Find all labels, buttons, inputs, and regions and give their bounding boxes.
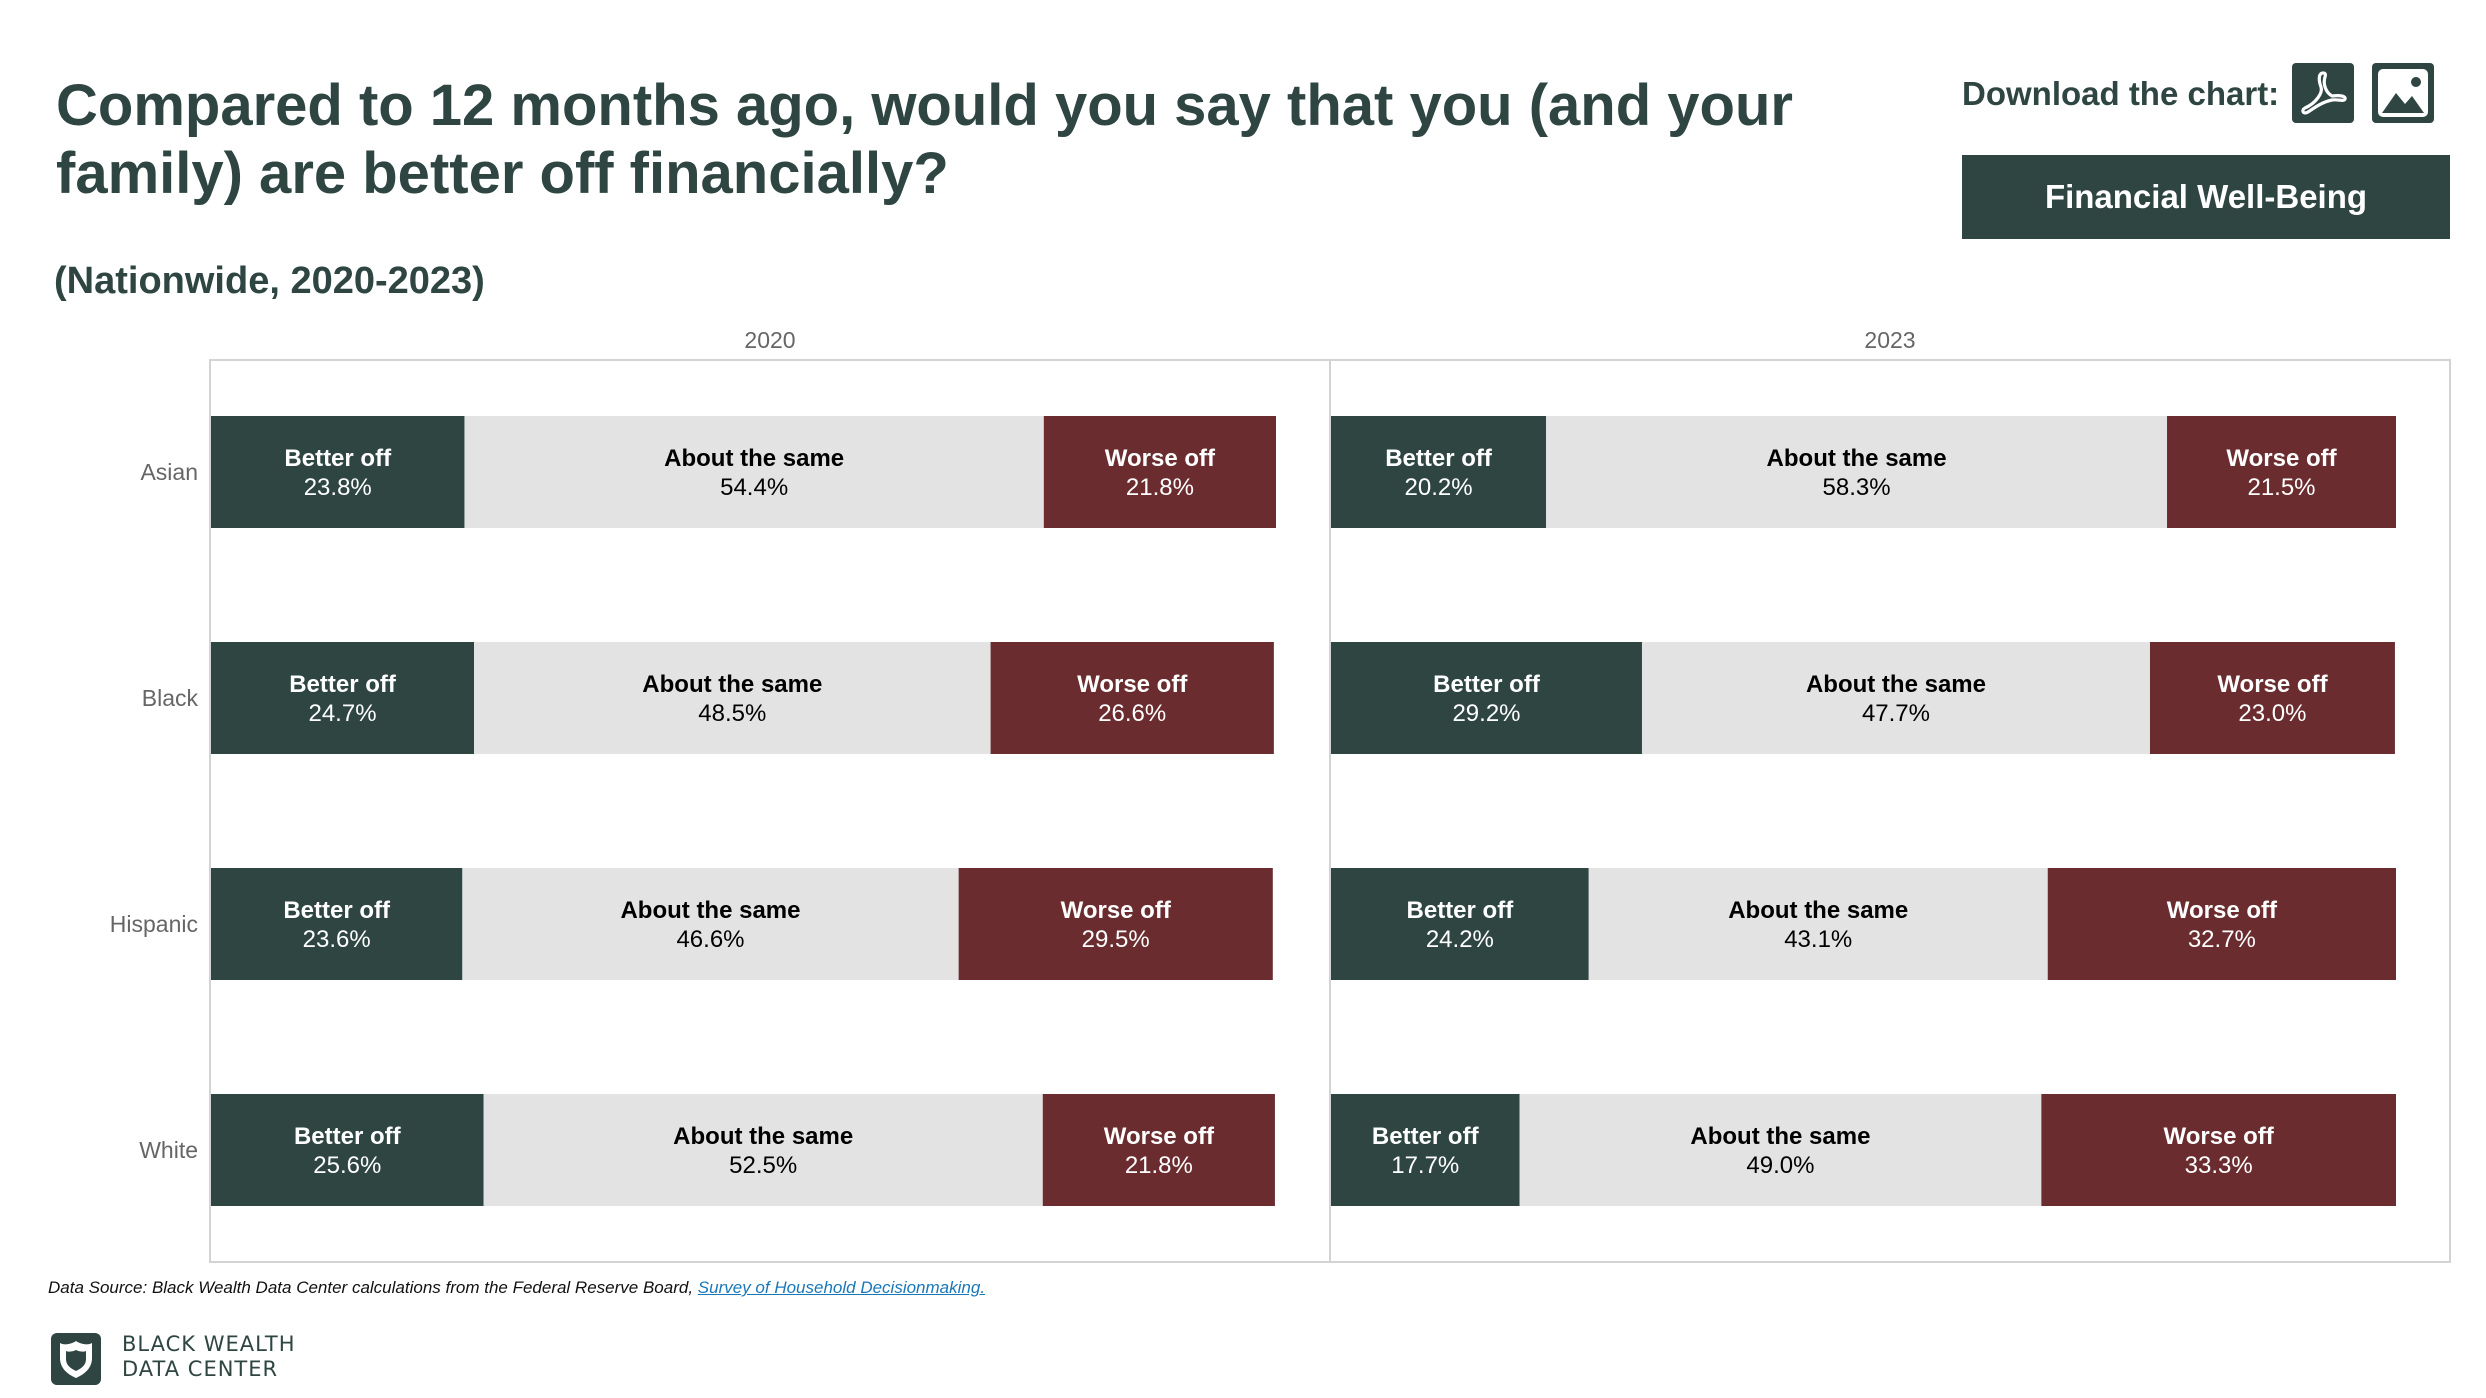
bar-label-2023-asian-about-the-same: About the same [1767, 445, 1947, 472]
bar-value-2020-asian-about-the-same: 54.4% [720, 474, 788, 501]
image-icon [2378, 69, 2428, 117]
bar-2020-white-worse-off [1042, 1094, 1275, 1206]
page-subtitle: (Nationwide, 2020-2023) [54, 260, 485, 302]
download-image-button[interactable] [2372, 63, 2434, 123]
bar-2023-black-better-off [1331, 642, 1642, 754]
logo-line-1: BLACK WEALTH [122, 1332, 296, 1356]
bar-value-2020-white-worse-off: 21.8% [1125, 1152, 1193, 1179]
bar-value-2020-white-about-the-same: 52.5% [729, 1152, 797, 1179]
bar-2023-hispanic-about-the-same [1588, 868, 2048, 980]
bar-label-2020-white-worse-off: Worse off [1104, 1123, 1215, 1150]
panel-title-2023: 2023 [1864, 327, 1915, 353]
bar-label-2023-white-worse-off: Worse off [2164, 1123, 2275, 1150]
bar-label-2020-hispanic-worse-off: Worse off [1061, 897, 1172, 924]
bar-label-2020-white-better-off: Better off [294, 1123, 402, 1150]
bar-label-2020-hispanic-better-off: Better off [283, 897, 391, 924]
logo-line-2: DATA CENTER [122, 1357, 279, 1381]
bar-value-2020-asian-worse-off: 21.8% [1126, 474, 1194, 501]
bar-value-2023-asian-better-off: 20.2% [1405, 474, 1473, 501]
bar-2020-asian-about-the-same [464, 416, 1044, 528]
pdf-icon [2301, 71, 2347, 115]
bar-label-2020-black-better-off: Better off [289, 671, 397, 698]
bar-2023-asian-about-the-same [1546, 416, 2168, 528]
source-text: Data Source: Black Wealth Data Center ca… [48, 1278, 698, 1297]
bar-2020-black-about-the-same [474, 642, 991, 754]
page-title: Compared to 12 months ago, would you say… [56, 73, 1793, 206]
bar-value-2020-black-better-off: 24.7% [308, 700, 376, 727]
bar-2020-hispanic-better-off [211, 868, 463, 980]
bar-value-2020-hispanic-worse-off: 29.5% [1082, 926, 1150, 953]
bar-label-2023-hispanic-about-the-same: About the same [1728, 897, 1908, 924]
row-label-hispanic: Hispanic [110, 911, 198, 937]
bar-2023-asian-worse-off [2167, 416, 2396, 528]
bar-value-2023-white-worse-off: 33.3% [2185, 1152, 2253, 1179]
bar-label-2020-asian-about-the-same: About the same [664, 445, 844, 472]
panel-frame-2023 [1329, 359, 2451, 1263]
bar-label-2020-white-about-the-same: About the same [673, 1123, 853, 1150]
bar-value-2023-hispanic-better-off: 24.2% [1426, 926, 1494, 953]
bar-2020-black-better-off [211, 642, 475, 754]
bar-2023-asian-better-off [1331, 416, 1547, 528]
bar-2023-white-about-the-same [1519, 1094, 2042, 1206]
panel-title-2020: 2020 [744, 327, 795, 353]
bar-label-2023-white-better-off: Better off [1372, 1123, 1480, 1150]
row-label-black: Black [142, 685, 199, 711]
topic-tag: Financial Well-Being [1962, 155, 2450, 239]
bar-value-2023-asian-worse-off: 21.5% [2247, 474, 2315, 501]
bar-value-2023-white-better-off: 17.7% [1391, 1152, 1459, 1179]
bar-value-2020-black-about-the-same: 48.5% [698, 700, 766, 727]
bar-2020-hispanic-worse-off [958, 868, 1273, 980]
logo-text: BLACK WEALTH DATA CENTER [122, 1332, 296, 1382]
download-label: Download the chart: [1962, 75, 2280, 112]
bar-label-2023-asian-better-off: Better off [1385, 445, 1493, 472]
bar-2023-white-worse-off [2041, 1094, 2396, 1206]
bar-label-2020-asian-worse-off: Worse off [1105, 445, 1216, 472]
bar-value-2020-asian-better-off: 23.8% [304, 474, 372, 501]
shield-icon [51, 1333, 101, 1385]
bar-2023-hispanic-worse-off [2047, 868, 2396, 980]
data-source: Data Source: Black Wealth Data Center ca… [48, 1277, 985, 1299]
download-pdf-button[interactable] [2292, 63, 2354, 123]
row-label-asian: Asian [140, 459, 198, 485]
bar-2020-white-about-the-same [483, 1094, 1043, 1206]
bar-2023-white-better-off [1331, 1094, 1520, 1206]
bar-2020-asian-better-off [211, 416, 465, 528]
bar-value-2023-asian-about-the-same: 58.3% [1823, 474, 1891, 501]
bar-value-2020-hispanic-better-off: 23.6% [303, 926, 371, 953]
bar-value-2023-hispanic-about-the-same: 43.1% [1784, 926, 1852, 953]
bar-label-2020-black-worse-off: Worse off [1077, 671, 1188, 698]
bar-value-2020-black-worse-off: 26.6% [1098, 700, 1166, 727]
bar-label-2020-asian-better-off: Better off [284, 445, 392, 472]
bar-label-2023-white-about-the-same: About the same [1690, 1123, 1870, 1150]
bar-value-2020-white-better-off: 25.6% [313, 1152, 381, 1179]
bar-2023-black-about-the-same [1641, 642, 2150, 754]
bar-2020-black-worse-off [990, 642, 1274, 754]
row-label-white: White [139, 1137, 198, 1163]
bar-2020-white-better-off [211, 1094, 484, 1206]
bar-value-2023-hispanic-worse-off: 32.7% [2188, 926, 2256, 953]
bar-label-2023-black-about-the-same: About the same [1806, 671, 1986, 698]
bar-value-2023-black-about-the-same: 47.7% [1862, 700, 1930, 727]
bar-label-2023-hispanic-worse-off: Worse off [2167, 897, 2278, 924]
bar-value-2023-black-worse-off: 23.0% [2238, 700, 2306, 727]
bar-2020-asian-worse-off [1043, 416, 1276, 528]
bar-2023-black-worse-off [2149, 642, 2395, 754]
bar-label-2023-asian-worse-off: Worse off [2226, 445, 2337, 472]
bar-label-2023-hispanic-better-off: Better off [1407, 897, 1515, 924]
bar-2020-hispanic-about-the-same [462, 868, 959, 980]
bar-label-2023-black-better-off: Better off [1433, 671, 1541, 698]
bar-value-2023-white-about-the-same: 49.0% [1746, 1152, 1814, 1179]
bar-value-2023-black-better-off: 29.2% [1452, 700, 1520, 727]
bar-label-2020-hispanic-about-the-same: About the same [620, 897, 800, 924]
bar-label-2020-black-about-the-same: About the same [642, 671, 822, 698]
bar-label-2023-black-worse-off: Worse off [2217, 671, 2328, 698]
bar-value-2020-hispanic-about-the-same: 46.6% [676, 926, 744, 953]
bar-2023-hispanic-better-off [1331, 868, 1589, 980]
source-link[interactable]: Survey of Household Decisionmaking. [697, 1278, 986, 1297]
